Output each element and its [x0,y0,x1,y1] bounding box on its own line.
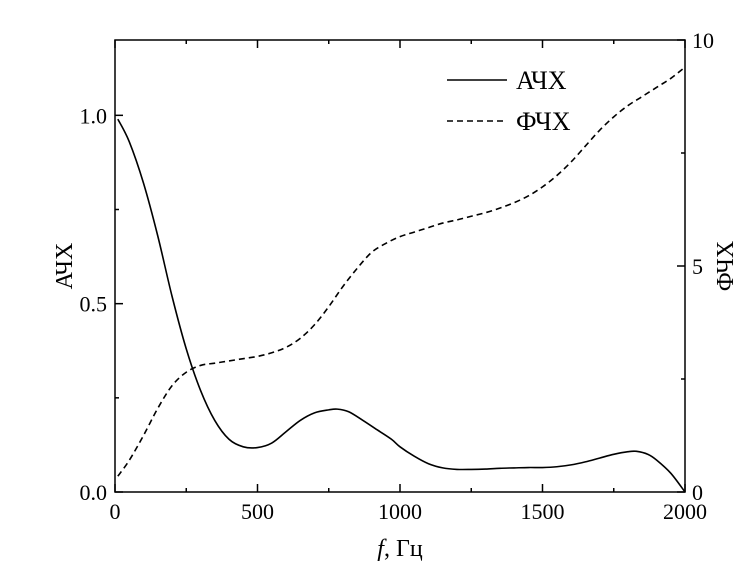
left-y-axis-title: АЧХ [52,243,78,290]
y-left-tick-label: 1.0 [80,103,108,128]
x-tick-label: 0 [110,499,121,524]
legend-label-1: АЧХ [516,66,567,95]
right-y-axis-title: ФЧХ [713,241,739,291]
x-tick-label: 1500 [521,499,565,524]
series-layer [117,66,686,493]
phase-response-line [117,66,686,477]
legend-label-2: ФЧХ [516,107,571,136]
y-left-tick-label: 0.5 [80,292,108,317]
amplitude-response-line [117,118,686,493]
left-ticks: 0.0 0.5 1.0 [80,103,123,505]
top-ticks [114,40,686,48]
y-right-tick-label: 5 [692,254,703,279]
bottom-ticks: 0 500 1000 1500 2000 [110,484,707,524]
legend: АЧХ ФЧХ [447,66,571,136]
x-tick-label: 500 [241,499,274,524]
x-axis-title-italic: f [377,536,387,562]
y-left-tick-label: 0.0 [80,480,108,505]
x-axis-title: f, Гц [377,536,423,562]
x-tick-label: 1000 [378,499,422,524]
right-ticks: 0 5 10 [677,28,714,505]
x-axis-title-unit: , Гц [384,536,423,562]
plot-frame [114,39,686,493]
y-right-tick-label: 10 [692,28,714,53]
x-tick-label: 2000 [663,499,707,524]
y-right-tick-label: 0 [692,480,703,505]
